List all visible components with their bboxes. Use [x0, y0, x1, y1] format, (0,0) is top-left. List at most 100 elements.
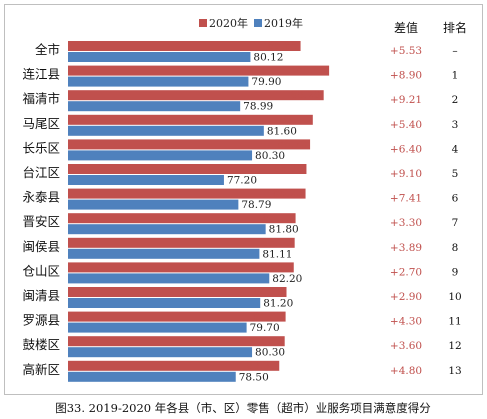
- bar-2020: [68, 213, 296, 224]
- legend-label-2020: 2020年: [209, 16, 248, 30]
- category-label: 全市: [35, 42, 60, 57]
- bar-2019: [68, 76, 249, 87]
- category-label: 罗源县: [22, 313, 60, 328]
- bar-2019: [68, 371, 236, 382]
- rank-value: 13: [448, 365, 461, 377]
- data-label-2019: 79.70: [250, 322, 280, 334]
- legend-label-2019: 2019年: [264, 16, 303, 30]
- data-label-2020: 86.30: [273, 163, 303, 175]
- bar-2020: [68, 262, 294, 273]
- chart-row: 连江县 88.80 79.90 +8.90 1: [22, 65, 458, 89]
- bar-2019: [68, 199, 239, 210]
- data-label-2019: 81.11: [262, 248, 292, 260]
- bar-2020: [68, 164, 307, 174]
- data-label-2020: 85.10: [263, 212, 293, 224]
- bar-2019: [68, 322, 247, 333]
- bar-2019: [68, 248, 260, 259]
- diff-value: +5.53: [390, 45, 422, 57]
- bar-2019: [68, 175, 224, 185]
- bar-2019: [68, 150, 253, 161]
- rank-value: 5: [452, 168, 459, 180]
- bar-2020: [68, 65, 330, 76]
- data-label-2019: 82.20: [272, 273, 302, 285]
- diff-value: +6.40: [390, 143, 422, 155]
- bar-2020: [68, 188, 306, 199]
- chart-row: 台江区 86.30 77.20 +9.10 5: [22, 163, 458, 187]
- diff-value: +3.30: [390, 217, 422, 229]
- bar-2020: [68, 90, 324, 101]
- bar-2020: [68, 360, 280, 371]
- category-label: 高新区: [22, 362, 60, 377]
- data-label-2020: 83.30: [246, 360, 276, 372]
- data-label-2019: 81.20: [263, 298, 293, 310]
- category-label: 晋安区: [22, 214, 60, 229]
- data-label-2019: 81.80: [269, 224, 299, 236]
- category-label: 鼓楼区: [22, 337, 60, 352]
- data-label-2020: 86.20: [272, 188, 302, 200]
- data-label-2020: 88.20: [291, 89, 321, 101]
- diff-value: +4.30: [390, 316, 422, 328]
- chart-caption: 图33. 2019-2020 年各县（市、区）零售（超市）业服务项目满意度得分: [55, 401, 431, 415]
- data-label-2020: 88.80: [296, 65, 326, 77]
- data-label-2019: 78.99: [243, 101, 273, 113]
- data-label-2019: 80.12: [253, 52, 283, 64]
- category-label: 连江县: [22, 67, 60, 82]
- rank-value: 9: [452, 266, 459, 278]
- rank-value: 6: [452, 193, 459, 205]
- data-label-2019: 80.30: [255, 150, 285, 162]
- diff-value: +2.90: [390, 291, 422, 303]
- legend-swatch-2020: [199, 19, 207, 27]
- rank-value: 11: [448, 316, 461, 328]
- data-label-2020: 85.00: [262, 237, 292, 249]
- data-label-2019: 80.30: [255, 347, 285, 359]
- bar-2019: [68, 125, 264, 136]
- rank-value: 10: [448, 291, 461, 303]
- data-label-2020: 86.70: [277, 138, 307, 150]
- bar-2019: [68, 101, 241, 112]
- bar-2019: [68, 298, 261, 308]
- category-label: 马尾区: [22, 116, 60, 131]
- data-label-2020: 84.10: [253, 286, 283, 298]
- data-label-2020: 83.90: [252, 335, 282, 347]
- legend-swatch-2019: [254, 19, 262, 27]
- category-label: 永泰县: [22, 190, 60, 205]
- rank-value: 3: [452, 119, 459, 131]
- bar-2020: [68, 287, 287, 297]
- bar-2019: [68, 347, 253, 358]
- category-label: 台江区: [22, 165, 60, 180]
- rank-value: 2: [452, 94, 459, 106]
- rank-value: 8: [452, 242, 459, 254]
- rank-value: 12: [448, 340, 461, 352]
- category-label: 福清市: [22, 91, 60, 106]
- data-label-2020: 87.00: [280, 114, 310, 126]
- bar-2019: [68, 273, 270, 284]
- category-label: 闽清县: [22, 288, 60, 303]
- bar-2020: [68, 311, 286, 322]
- data-label-2019: 78.79: [241, 199, 271, 211]
- data-label-2019: 77.20: [227, 175, 257, 187]
- rank-value: 7: [452, 217, 459, 229]
- bar-2020: [68, 336, 285, 347]
- rank-value: –: [452, 45, 457, 57]
- bar-2020: [68, 237, 295, 248]
- diff-column-header: 差值: [394, 20, 418, 35]
- diff-value: +3.89: [390, 242, 422, 254]
- data-label-2019: 79.90: [251, 76, 281, 88]
- rank-column-header: 排名: [443, 20, 467, 35]
- data-label-2020: 84.90: [261, 261, 291, 273]
- diff-value: +3.60: [390, 340, 422, 352]
- data-label-2020: 85.65: [267, 40, 297, 52]
- data-label-2019: 81.60: [267, 125, 297, 137]
- bar-2019: [68, 52, 251, 62]
